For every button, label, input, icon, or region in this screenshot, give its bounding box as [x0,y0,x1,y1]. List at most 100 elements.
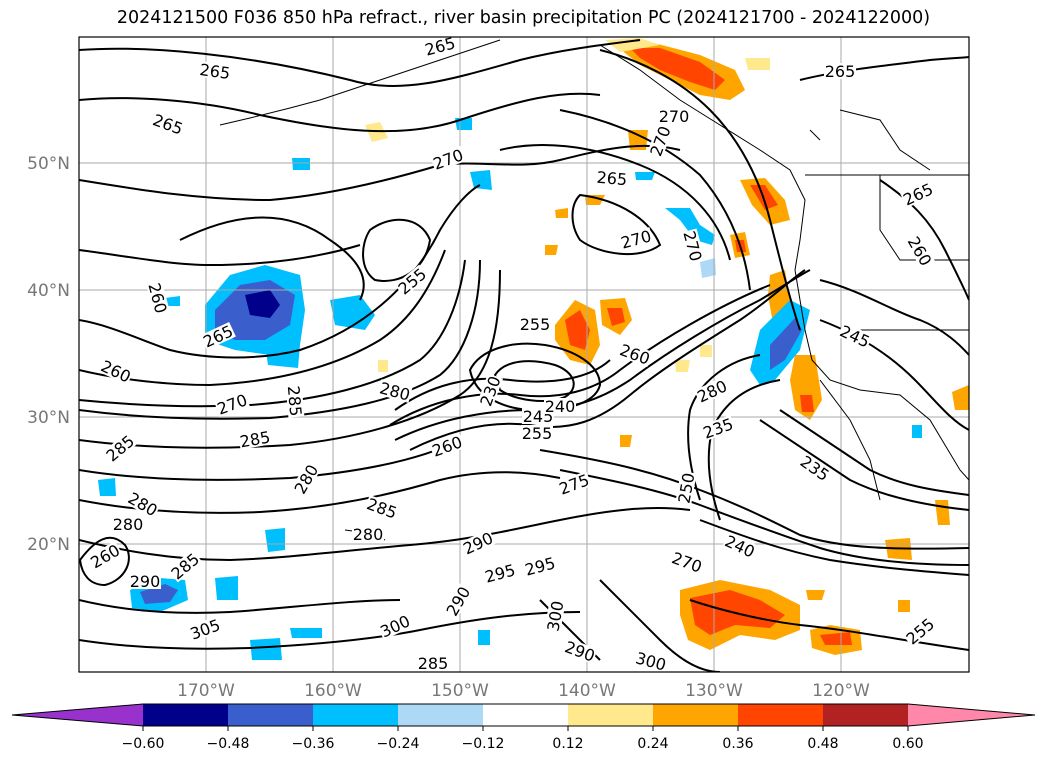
contour-label-bg [98,356,134,386]
contour-label-bg [700,415,736,441]
contour-label-bg [618,227,654,251]
contour-label-bg [429,433,465,459]
contour-label-bg [544,398,576,414]
contour-label-bg [430,146,466,172]
contour-label-bg [477,373,503,409]
lat-label-30n: 30°N [27,408,70,428]
contour-label-bg [146,280,170,316]
contour-label-bg [797,452,833,484]
colorbar-segment [143,704,228,726]
contour-label: 290 [130,572,161,591]
contour-label-bg [285,384,305,418]
lon-label-170w: 170°W [177,681,235,701]
map-plot-area: 2652652652652702702652702702652602602652… [79,33,969,674]
colorbar-tick-label: −0.24 [377,736,420,752]
contour-label-bg [694,376,730,406]
map-title: 2024121500 F036 850 hPa refract., river … [116,8,931,28]
contour-label-bg [352,526,384,542]
colorbar-segment [653,704,738,726]
colorbar-segment [483,704,568,726]
colorbar-tick-label: 0.12 [552,736,583,752]
lon-label-130w: 130°W [685,681,743,701]
contour-label: 280 [353,525,384,544]
lon-label-150w: 150°W [431,681,489,701]
contour-label-bg [617,341,653,367]
contour-label-bg [112,516,144,532]
lat-label-40n: 40°N [27,281,70,301]
colorbar-tick-label: −0.36 [292,736,335,752]
coastlines [219,39,969,541]
contour-label-bg [522,554,558,578]
contour-label-bg [633,649,669,672]
contour-label: 255 [520,315,551,334]
contour-label-bg [722,531,758,561]
contour-label: 265 [825,62,856,81]
contour-label-bg [237,428,273,450]
longitude-labels: 170°W 160°W 150°W 140°W 130°W 120°W [177,681,870,701]
colorbar-tick-label: −0.60 [122,736,165,752]
contour-label-bg [519,316,551,332]
contour-label-bg [187,616,223,642]
contour-label-bg [647,123,673,159]
contour-label-bg [905,233,935,269]
contour-label-bg [544,598,566,634]
contour-label-bg [87,541,123,571]
contour-label-bg [675,470,697,506]
lat-label-20n: 20°N [27,535,70,555]
contour-label-bg [125,489,161,519]
contour-label-bg [214,391,250,417]
contour-label-bg [200,321,236,351]
colorbar-segment [313,704,398,726]
contour-label-bg [377,611,413,641]
contour-label-bg [291,461,321,497]
contour-label: 270 [659,107,690,126]
contour-label: 280 [113,515,144,534]
precip-negative-shading [98,118,922,660]
contour-label-bg [521,425,553,441]
graticule [79,37,969,672]
contour-label-bg [460,528,496,558]
contour-label: 255 [522,424,553,443]
lon-label-140w: 140°W [558,681,616,701]
colorbar-tick-label: 0.36 [722,736,753,752]
contour-label: 240 [545,397,576,416]
lat-label-50n: 50°N [27,154,70,174]
contour-label: 285 [284,385,306,417]
contour-label-bg [658,108,690,124]
contour-label-bg [394,264,430,298]
contour-labels: 2652652652652702702652702702652602602652… [87,33,938,674]
colorbar-segment [398,704,483,726]
refractivity-contours [79,39,969,672]
colorbar-segment [12,704,143,726]
contour-label-bg [902,614,938,648]
colorbar-segment [908,704,1035,726]
contour-label-bg [562,638,598,664]
plot-frame [78,36,970,673]
colorbar-segment [738,704,823,726]
contour-label: 300 [634,648,668,674]
contour-label-bg [167,549,203,583]
contour-label-bg [824,63,856,79]
contour-label-bg [900,179,936,209]
contour-label-bg [595,168,629,188]
colorbar-tick-label: 0.48 [807,736,838,752]
contour-label-bg [150,111,186,137]
lon-label-160w: 160°W [304,681,362,701]
colorbar: −0.60 −0.48 −0.36 −0.24 −0.12 0.12 0.24 0.36 0.4… [11,703,1036,752]
contour-label-bg [364,495,400,521]
latitude-labels: 50°N 40°N 30°N 20°N [27,154,70,555]
contour-label: 265 [596,168,628,190]
contour-label: 265 [423,33,457,59]
lon-label-120w: 120°W [812,681,870,701]
contour-label-bg [198,60,232,82]
contour-label-bg [443,583,473,619]
contour-label-bg [837,321,873,351]
colorbar-segment [568,704,653,726]
contour-label: 265 [198,60,231,83]
colorbar-segment [823,704,908,726]
contour-label-bg [102,431,138,465]
contour-label-bg [482,561,518,585]
contour-label-bg [556,471,592,497]
contour-label-bg [417,655,449,671]
